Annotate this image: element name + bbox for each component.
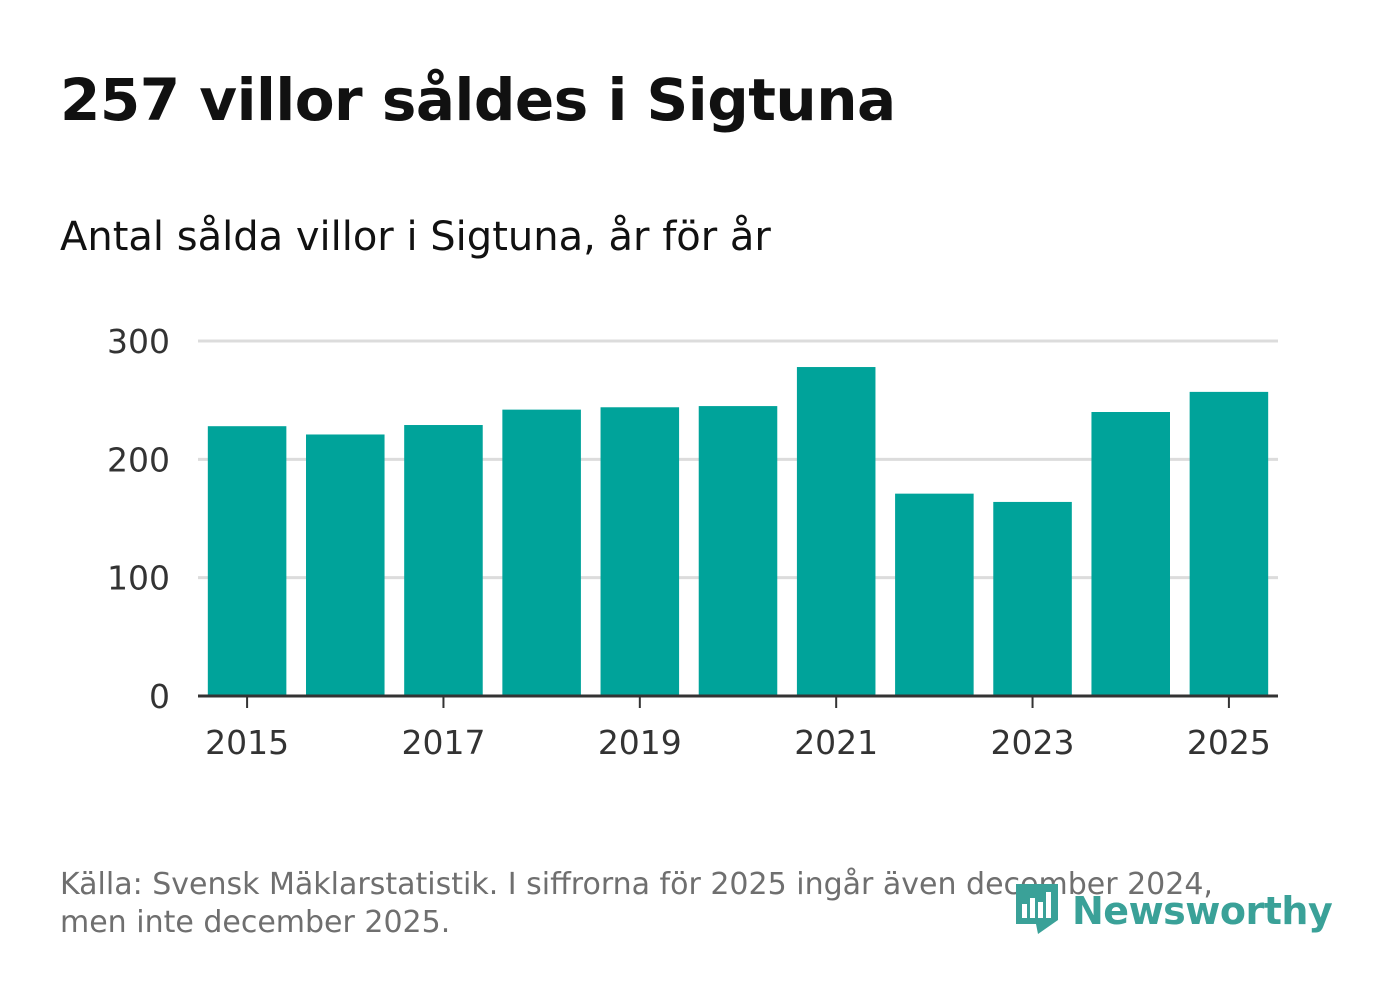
bar-2024: [1091, 412, 1170, 696]
bar-2025: [1189, 391, 1269, 696]
bar-2020: [698, 406, 778, 696]
bar-2018: [502, 409, 581, 696]
x-tick-label-2021: 2021: [794, 723, 878, 762]
y-tick-label-0: 0: [149, 677, 170, 716]
x-tick-label-2017: 2017: [401, 723, 485, 762]
bar-2021: [796, 367, 876, 696]
y-axis-tick-labels: 0 100 200 300: [107, 322, 170, 716]
y-tick-label-300: 300: [107, 322, 170, 361]
bar-2019: [600, 407, 680, 696]
bar-2015: [207, 426, 287, 696]
chart-subtitle: Antal sålda villor i Sigtuna, år för år: [60, 214, 771, 260]
x-tick-label-2023: 2023: [991, 723, 1075, 762]
bar-2023: [993, 501, 1072, 696]
y-tick-label-100: 100: [107, 559, 170, 598]
newsworthy-logo-icon: [1012, 880, 1062, 942]
x-tick-label-2019: 2019: [598, 723, 682, 762]
brand-logo: Newsworthy: [1012, 880, 1333, 942]
x-axis-tick-labels: 2015 2017 2019 2021 2023 2025: [205, 723, 1271, 762]
brand-name: Newsworthy: [1072, 889, 1333, 933]
bar-2022: [895, 493, 974, 696]
x-axis: [198, 694, 1278, 708]
chart-title: 257 villor såldes i Sigtuna: [60, 66, 896, 134]
y-tick-label-200: 200: [107, 440, 170, 479]
bar-2017: [404, 425, 483, 696]
bars: [207, 367, 1269, 696]
bar-2016: [306, 434, 385, 696]
x-tick-label-2015: 2015: [205, 723, 289, 762]
x-tick-label-2025: 2025: [1187, 723, 1271, 762]
bar-chart: 0 100 200 300 2015 2017 2019 2021 2023 2025: [107, 322, 1278, 762]
